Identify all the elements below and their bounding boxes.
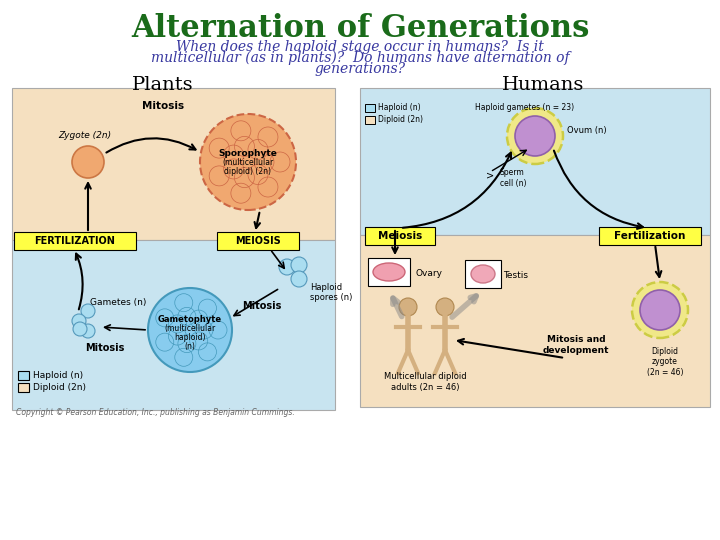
Circle shape (81, 324, 95, 338)
FancyBboxPatch shape (12, 240, 335, 410)
Text: spores (n): spores (n) (310, 293, 352, 301)
Circle shape (640, 290, 680, 330)
Text: Mitosis: Mitosis (243, 301, 282, 311)
Bar (368, 258, 410, 286)
Text: Gametes (n): Gametes (n) (90, 299, 146, 307)
FancyBboxPatch shape (360, 88, 710, 235)
Text: diploid) (2n): diploid) (2n) (225, 167, 271, 177)
Text: Ovum (n): Ovum (n) (567, 125, 607, 134)
Text: haploid): haploid) (174, 334, 206, 342)
Bar (365, 116, 375, 124)
Text: Multicellular diploid
adults (2n = 46): Multicellular diploid adults (2n = 46) (384, 372, 467, 391)
Circle shape (72, 146, 104, 178)
Bar (465, 260, 501, 288)
Text: Sporophyte: Sporophyte (219, 150, 277, 159)
Circle shape (399, 298, 417, 316)
Text: Zygote (2n): Zygote (2n) (58, 131, 112, 140)
Text: Fertilization: Fertilization (614, 231, 685, 241)
Text: Haploid gametes (n = 23): Haploid gametes (n = 23) (475, 104, 574, 112)
FancyBboxPatch shape (12, 88, 335, 240)
Circle shape (279, 259, 295, 275)
Circle shape (515, 116, 555, 156)
Circle shape (148, 288, 232, 372)
Circle shape (291, 271, 307, 287)
Circle shape (73, 322, 87, 336)
FancyBboxPatch shape (217, 232, 299, 250)
Text: generations?: generations? (315, 62, 405, 76)
Circle shape (200, 114, 296, 210)
Circle shape (632, 282, 688, 338)
Circle shape (436, 298, 454, 316)
Text: (multicellular: (multicellular (164, 325, 215, 334)
Ellipse shape (471, 265, 495, 283)
Text: >: > (486, 170, 494, 180)
Text: When does the haploid stage occur in humans?  Is it: When does the haploid stage occur in hum… (176, 40, 544, 54)
Text: Copyright © Pearson Education, Inc., publishing as Benjamin Cummings.: Copyright © Pearson Education, Inc., pub… (16, 408, 294, 417)
Text: Mitosis: Mitosis (85, 343, 125, 353)
Text: Diploid (2n): Diploid (2n) (378, 116, 423, 125)
Text: Meiosis: Meiosis (378, 231, 422, 241)
Text: Haploid (n): Haploid (n) (33, 372, 83, 381)
Circle shape (72, 314, 86, 328)
Text: Humans: Humans (502, 76, 584, 94)
Text: Mitosis: Mitosis (142, 101, 184, 111)
Text: Alternation of Generations: Alternation of Generations (131, 13, 589, 44)
Circle shape (81, 304, 95, 318)
Text: Plants: Plants (132, 76, 194, 94)
Text: MEIOSIS: MEIOSIS (235, 236, 281, 246)
Text: FERTILIZATION: FERTILIZATION (35, 236, 115, 246)
Text: Diploid (2n): Diploid (2n) (33, 383, 86, 393)
Text: Ovary: Ovary (415, 269, 442, 279)
Ellipse shape (373, 263, 405, 281)
FancyBboxPatch shape (365, 227, 435, 245)
Text: Haploid: Haploid (310, 284, 342, 293)
Circle shape (291, 257, 307, 273)
FancyBboxPatch shape (599, 227, 701, 245)
Text: multicellular (as in plants)?  Do humans have alternation of: multicellular (as in plants)? Do humans … (150, 51, 570, 65)
Bar (18, 383, 29, 392)
Bar (18, 371, 29, 380)
Circle shape (507, 108, 563, 164)
Text: Mitosis and
development: Mitosis and development (543, 335, 609, 355)
FancyBboxPatch shape (14, 232, 136, 250)
FancyBboxPatch shape (360, 235, 710, 407)
Bar (365, 104, 375, 112)
Text: Testis: Testis (503, 271, 528, 280)
Text: (n): (n) (184, 342, 195, 352)
Text: Gametophyte: Gametophyte (158, 315, 222, 325)
Text: Diploid
zygote
(2n = 46): Diploid zygote (2n = 46) (647, 347, 683, 377)
Text: Haploid (n): Haploid (n) (378, 104, 420, 112)
Text: (multicellular: (multicellular (222, 159, 274, 167)
Text: Sperm
cell (n): Sperm cell (n) (500, 168, 526, 188)
